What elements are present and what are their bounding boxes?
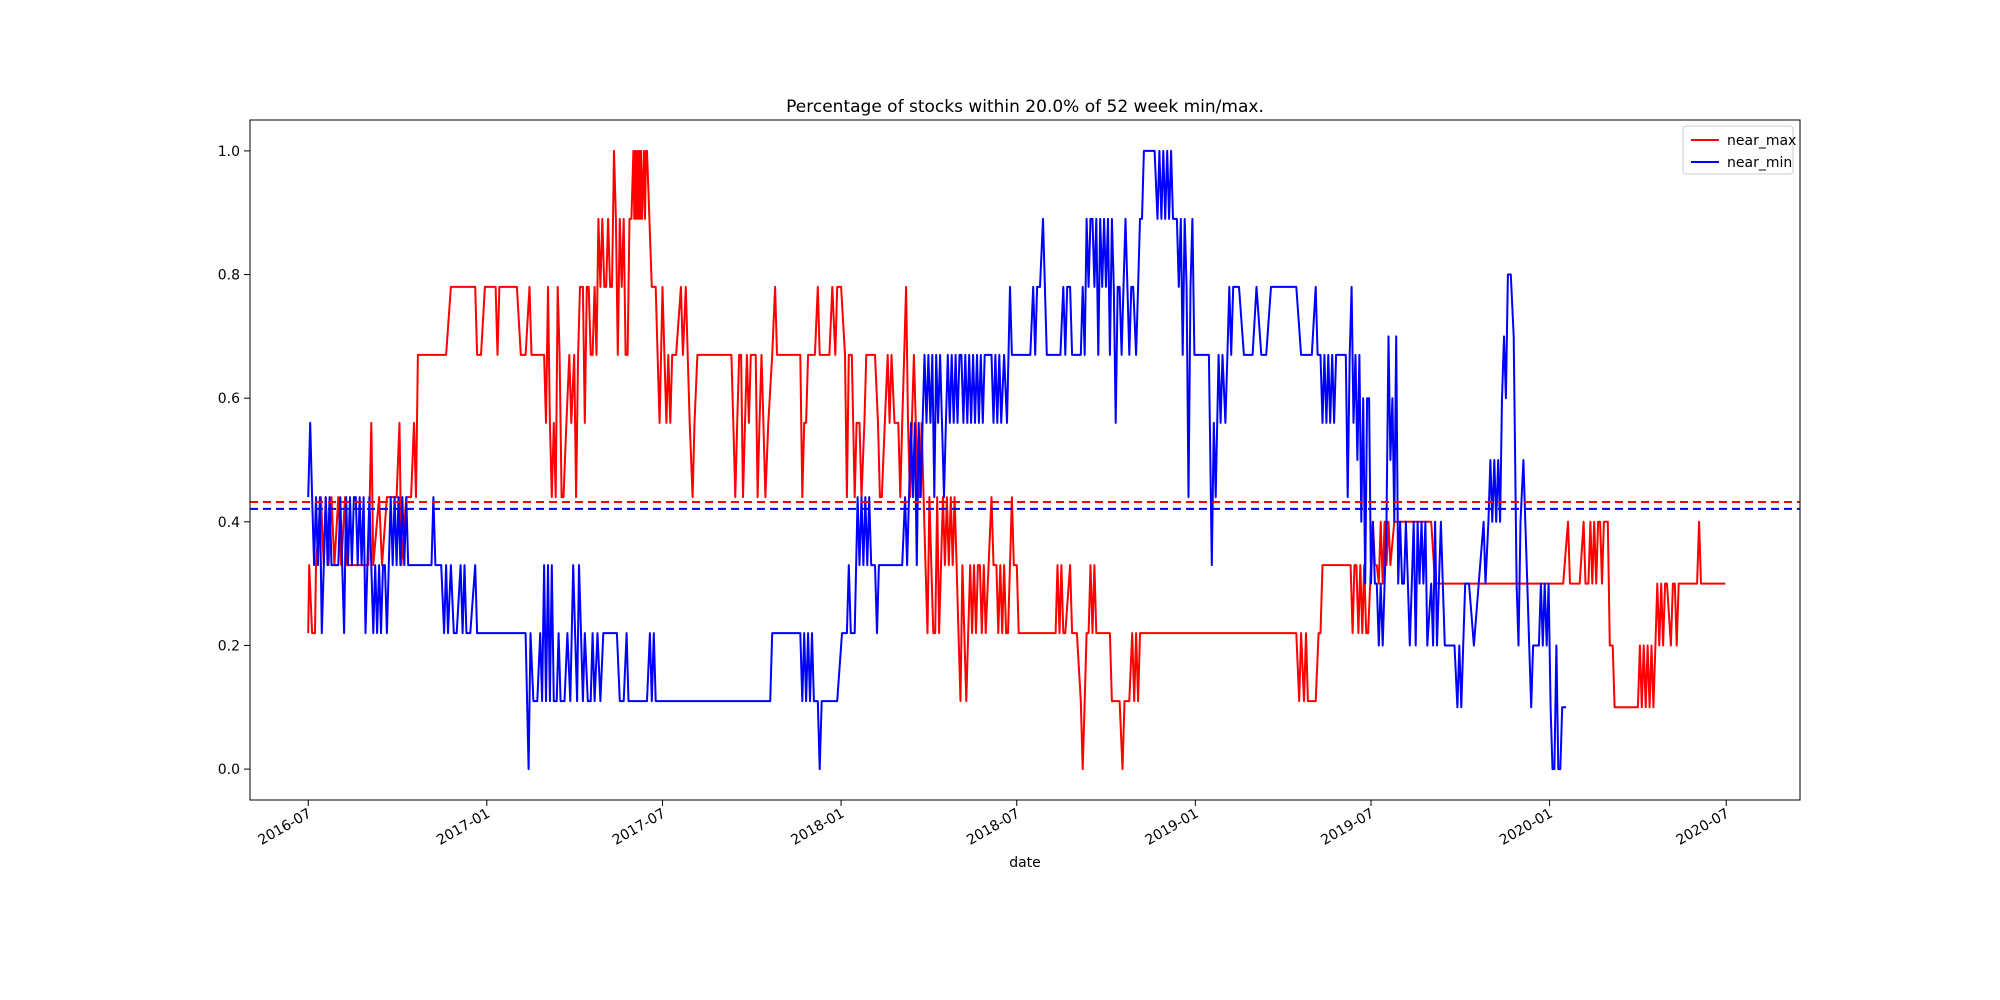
y-tick-label: 0.8: [218, 268, 240, 284]
y-tick-label: 1.0: [218, 144, 240, 160]
series-line-near_min: [307, 149, 1567, 771]
y-tick-label: 0.0: [218, 762, 240, 778]
y-tick-label: 0.2: [218, 638, 240, 654]
legend-label-near_min: near_min: [1727, 155, 1792, 171]
legend-label-near_max: near_max: [1727, 133, 1796, 149]
legend: near_max near_min: [1682, 125, 1796, 175]
y-tick-label: 0.6: [218, 391, 240, 407]
y-axis: 0.0 0.2 0.4 0.6 0.8 1.0: [218, 144, 250, 778]
mean-lines-layer: [250, 501, 1800, 510]
y-tick-label: 0.4: [218, 515, 240, 531]
x-axis-label: date: [1009, 855, 1041, 871]
series-layer: [307, 149, 1726, 771]
chart-title: Percentage of stocks within 20.0% of 52 …: [786, 97, 1264, 117]
plot-area-frame: [249, 119, 1801, 801]
